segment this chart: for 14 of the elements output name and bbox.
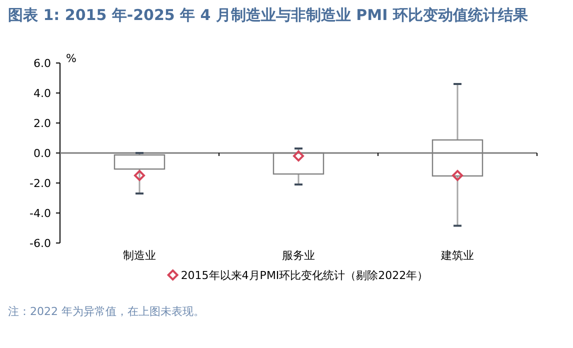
x-tick-label: 建筑业 <box>440 249 474 262</box>
y-tick-label: 6.0 <box>34 57 51 70</box>
y-tick-label: 4.0 <box>34 87 51 100</box>
x-tick-label: 服务业 <box>282 249 315 262</box>
text: 注：2022 年为异常值，在上图未表现。 <box>8 305 204 318</box>
y-tick-label: -4.0 <box>30 207 51 220</box>
x-tick-label: 制造业 <box>123 249 156 262</box>
y-tick-label: 2.0 <box>34 117 51 130</box>
legend: 2015年以来4月PMI环比变化统计（剔除2022年） <box>166 269 428 282</box>
y-tick-label: -2.0 <box>30 177 51 190</box>
chart-title: 图表 1: 2015 年-2025 年 4 月制造业与非制造业 PMI 环比变动值统计结果 <box>8 6 529 24</box>
y-tick-label: -6.0 <box>30 237 51 250</box>
y-tick-label: 0.0 <box>34 147 51 160</box>
y-axis-title: % <box>66 52 76 65</box>
